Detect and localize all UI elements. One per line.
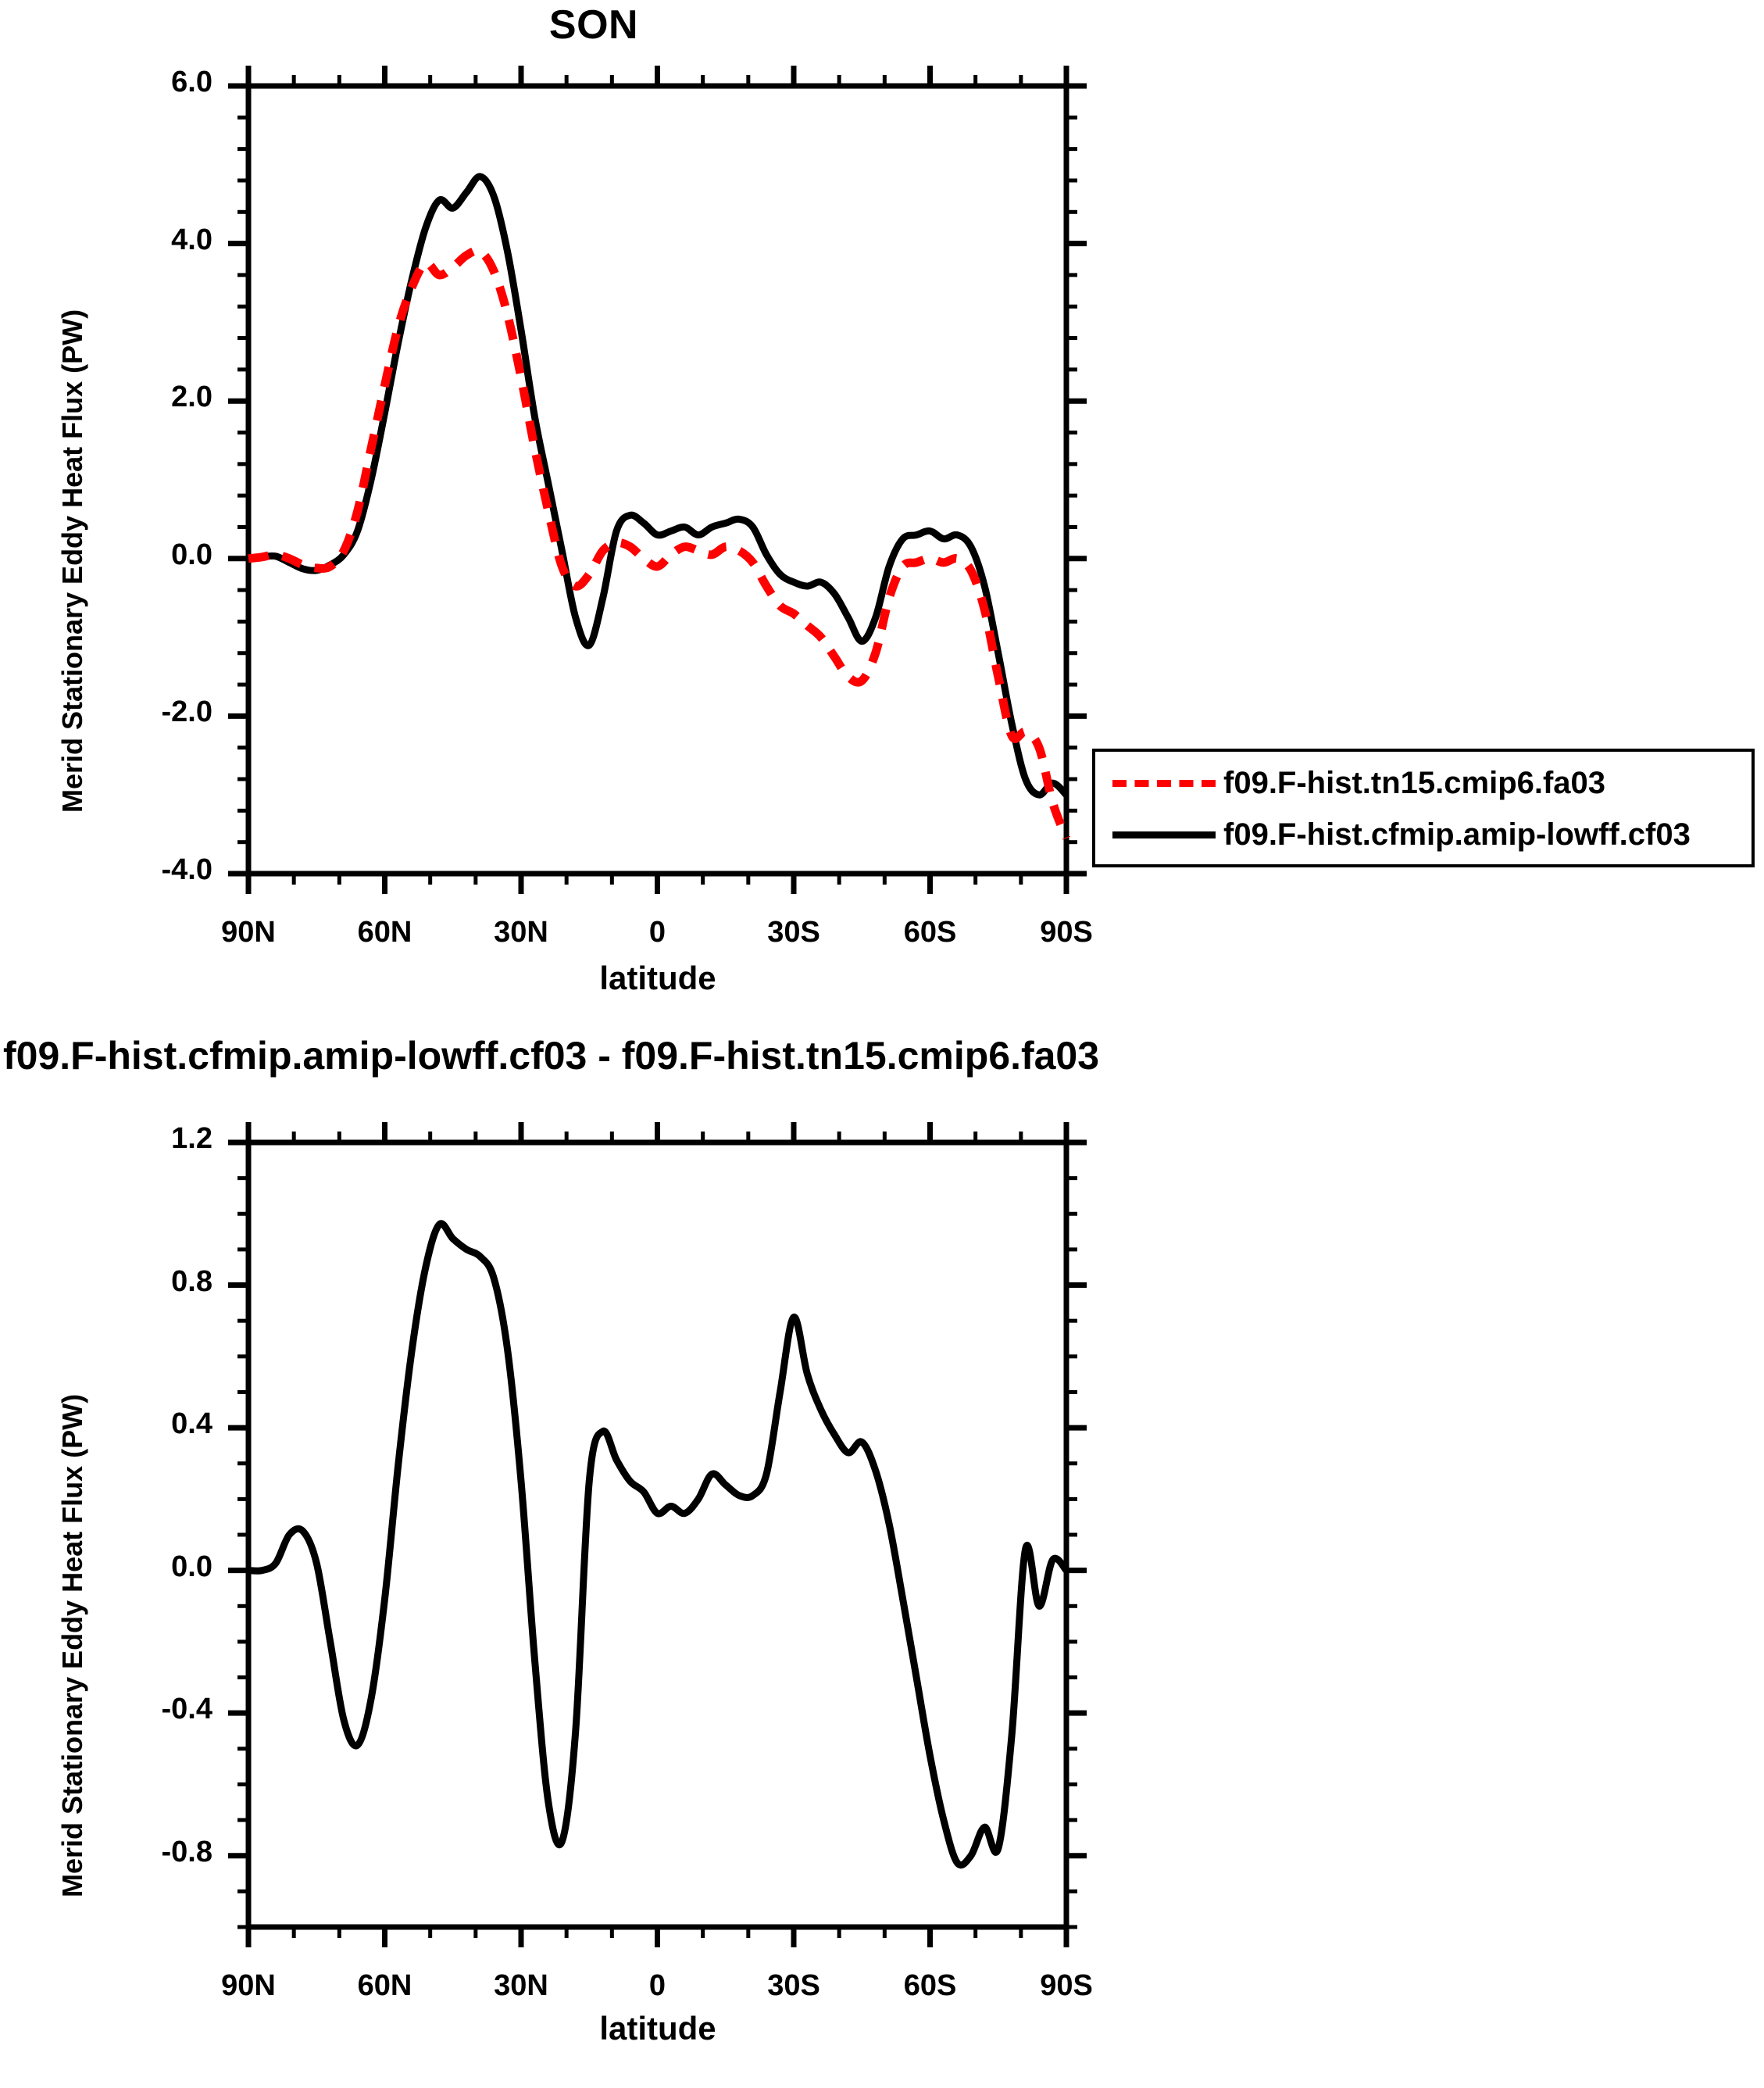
y-tick-label: 1.2 [171, 1122, 212, 1155]
bottom-series-group [248, 1220, 1069, 1869]
y-tick-label: -2.0 [161, 695, 212, 729]
x-tick-label: 60S [903, 1969, 957, 2002]
legend-item-0: f09.F-hist.tn15.cmip6.fa03 [1095, 760, 1752, 806]
y-tick-label: -0.4 [161, 1693, 212, 1726]
y-tick-label: -4.0 [161, 853, 212, 886]
y-tick-label: 0.4 [171, 1407, 212, 1441]
legend-line-swatch-solid [1112, 831, 1216, 838]
legend-box: f09.F-hist.tn15.cmip6.fa03 f09.F-hist.cf… [1092, 749, 1755, 867]
y-tick-label: 2.0 [171, 381, 212, 414]
legend-item-1: f09.F-hist.cfmip.amip-lowff.cf03 [1095, 811, 1752, 858]
y-tick-label: 6.0 [171, 66, 212, 98]
x-tick-label: 90N [221, 1969, 276, 2002]
bottom-axes-group [228, 1122, 1087, 1947]
x-tick-label: 30S [767, 916, 820, 949]
top-axes-group [228, 66, 1087, 894]
bottom-x-axis-label: latitude [599, 2010, 716, 2047]
top-x-axis-label: latitude [599, 960, 716, 996]
y-tick-label: 4.0 [171, 223, 212, 256]
legend-label-0: f09.F-hist.tn15.cmip6.fa03 [1223, 766, 1606, 800]
legend-label-1: f09.F-hist.cfmip.amip-lowff.cf03 [1223, 817, 1691, 852]
x-tick-label: 30N [494, 1969, 548, 2002]
x-tick-label: 90S [1040, 916, 1093, 949]
top-chart-panel: SON Merid Stationary Eddy Heat Flux (PW)… [0, 0, 1764, 1008]
bottom-chart-plot [228, 1122, 1087, 1947]
x-tick-label: 30S [767, 1969, 820, 2002]
top-series-group [248, 173, 1071, 840]
x-tick-label: 90S [1040, 1969, 1093, 2002]
top-chart-title: SON [548, 2, 639, 48]
x-tick-label: 90N [221, 916, 276, 949]
series-line-0 [248, 1220, 1069, 1869]
series-line-1 [248, 246, 1071, 840]
series-line-0 [248, 173, 1069, 799]
y-tick-label: 0.0 [171, 1550, 212, 1583]
difference-chart-title: f09.F-hist.cfmip.amip-lowff.cf03 - f09.F… [3, 1034, 1100, 1078]
y-tick-label: 0.0 [171, 538, 212, 571]
bottom-chart-panel: Merid Stationary Eddy Heat Flux (PW) lat… [0, 1078, 1764, 2088]
x-tick-label: 30N [494, 916, 548, 949]
top-chart-plot [228, 66, 1087, 894]
x-tick-label: 0 [648, 916, 666, 949]
y-tick-label: 0.8 [171, 1264, 212, 1298]
x-tick-label: 60S [903, 916, 957, 949]
x-tick-label: 60N [357, 1969, 412, 2002]
y-tick-label: -0.8 [161, 1835, 212, 1868]
x-tick-label: 0 [648, 1969, 666, 2002]
legend-line-swatch-dashed [1112, 779, 1216, 787]
x-tick-label: 60N [357, 916, 412, 949]
